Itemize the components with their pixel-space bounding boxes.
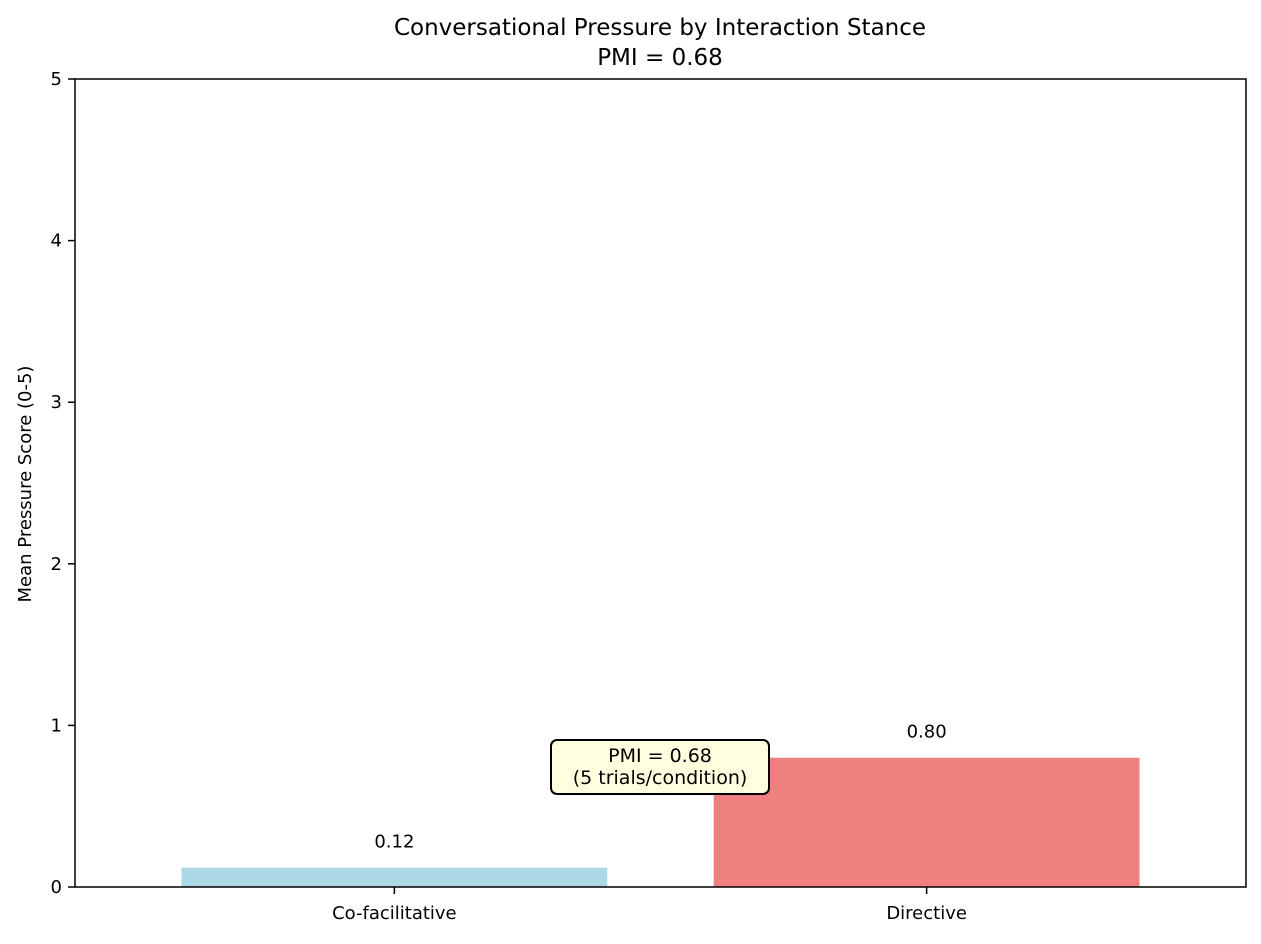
annotation-line-2: (5 trials/condition) — [573, 767, 748, 789]
x-tick-label: Co-facilitative — [332, 903, 457, 924]
bar — [713, 757, 1140, 887]
bars-group: 0.12 0.80 — [181, 722, 1140, 887]
annotation-line-1: PMI = 0.68 — [608, 745, 712, 767]
bar — [181, 867, 608, 887]
y-axis-label: Mean Pressure Score (0-5) — [15, 366, 36, 603]
y-axis-ticks: 0 1 2 3 4 5 — [51, 69, 75, 898]
chart-subtitle: PMI = 0.68 — [597, 45, 723, 71]
y-tick-label: 0 — [51, 877, 62, 898]
y-tick-label: 5 — [51, 69, 62, 90]
pmi-annotation: PMI = 0.68 (5 trials/condition) — [550, 739, 770, 795]
y-tick-label: 4 — [51, 231, 62, 252]
x-axis-ticks: Co-facilitative Directive — [332, 887, 967, 924]
plot-area-frame — [74, 78, 1247, 888]
y-tick-label: 3 — [51, 392, 62, 413]
annotation-box — [550, 739, 770, 795]
chart-title: Conversational Pressure by Interaction S… — [394, 15, 926, 41]
bar-value-label: 0.12 — [374, 832, 414, 853]
y-tick-label: 1 — [51, 715, 62, 736]
x-tick-label: Directive — [886, 903, 967, 924]
y-tick-label: 2 — [51, 554, 62, 575]
bar-value-label: 0.80 — [907, 722, 947, 743]
